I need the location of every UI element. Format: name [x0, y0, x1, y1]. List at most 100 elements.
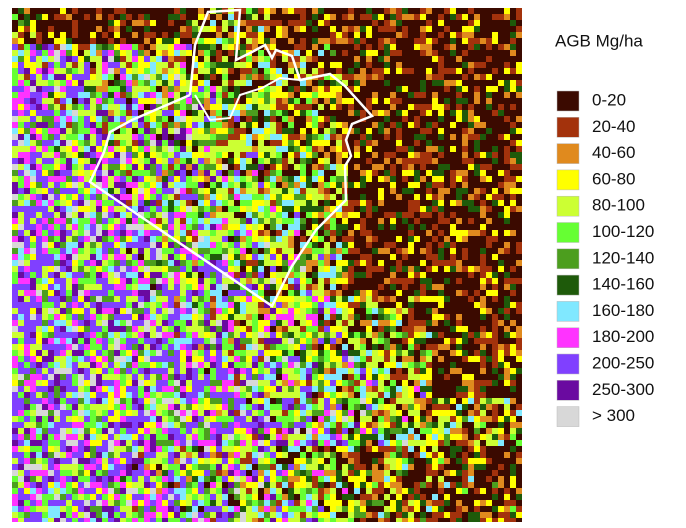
raster-cell — [222, 206, 228, 212]
raster-cell — [462, 134, 468, 140]
raster-cell — [366, 248, 372, 254]
raster-cell — [432, 188, 438, 194]
raster-cell — [264, 158, 270, 164]
raster-cell — [84, 20, 90, 26]
raster-cell — [420, 56, 426, 62]
raster-cell — [300, 26, 306, 32]
raster-cell — [150, 182, 156, 188]
raster-cell — [294, 26, 300, 32]
raster-cell — [282, 122, 288, 128]
raster-cell — [126, 296, 132, 302]
raster-cell — [300, 110, 306, 116]
raster-cell — [24, 74, 30, 80]
raster-cell — [462, 128, 468, 134]
raster-cell — [24, 296, 30, 302]
raster-cell — [168, 308, 174, 314]
raster-cell — [384, 182, 390, 188]
raster-cell — [288, 98, 294, 104]
raster-cell — [318, 38, 324, 44]
raster-cell — [480, 56, 486, 62]
raster-cell — [294, 98, 300, 104]
raster-cell — [120, 254, 126, 260]
raster-cell — [504, 290, 510, 296]
raster-cell — [246, 224, 252, 230]
raster-cell — [504, 320, 510, 326]
raster-cell — [138, 134, 144, 140]
raster-cell — [120, 260, 126, 266]
raster-cell — [510, 62, 516, 68]
raster-cell — [36, 50, 42, 56]
raster-cell — [372, 20, 378, 26]
raster-cell — [462, 230, 468, 236]
raster-cell — [66, 116, 72, 122]
raster-cell — [216, 176, 222, 182]
raster-cell — [420, 278, 426, 284]
raster-cell — [390, 254, 396, 260]
raster-cell — [288, 26, 294, 32]
raster-cell — [72, 212, 78, 218]
raster-cell — [336, 236, 342, 242]
raster-cell — [144, 74, 150, 80]
raster-cell — [516, 140, 522, 146]
raster-cell — [234, 164, 240, 170]
raster-cell — [234, 332, 240, 338]
raster-cell — [198, 296, 204, 302]
raster-cell — [492, 116, 498, 122]
raster-cell — [306, 224, 312, 230]
raster-cell — [42, 92, 48, 98]
raster-cell — [330, 98, 336, 104]
raster-cell — [288, 224, 294, 230]
raster-cell — [282, 98, 288, 104]
raster-cell — [96, 38, 102, 44]
raster-cell — [96, 194, 102, 200]
raster-cell — [402, 332, 408, 338]
raster-cell — [324, 302, 330, 308]
raster-cell — [360, 200, 366, 206]
raster-cell — [186, 104, 192, 110]
raster-cell — [396, 266, 402, 272]
raster-cell — [504, 248, 510, 254]
raster-cell — [498, 38, 504, 44]
raster-cell — [60, 122, 66, 128]
raster-cell — [120, 134, 126, 140]
raster-cell — [324, 272, 330, 278]
raster-cell — [90, 302, 96, 308]
raster-cell — [456, 80, 462, 86]
raster-cell — [336, 158, 342, 164]
raster-cell — [348, 320, 354, 326]
raster-cell — [432, 266, 438, 272]
raster-cell — [360, 260, 366, 266]
raster-cell — [468, 230, 474, 236]
raster-cell — [252, 20, 258, 26]
raster-cell — [210, 224, 216, 230]
raster-cell — [264, 236, 270, 242]
raster-cell — [240, 128, 246, 134]
raster-cell — [426, 272, 432, 278]
raster-cell — [516, 26, 522, 32]
raster-cell — [408, 74, 414, 80]
raster-cell — [432, 26, 438, 32]
raster-cell — [384, 206, 390, 212]
raster-cell — [210, 14, 216, 20]
raster-cell — [36, 86, 42, 92]
raster-cell — [426, 146, 432, 152]
raster-cell — [306, 32, 312, 38]
raster-cell — [426, 128, 432, 134]
raster-cell — [264, 14, 270, 20]
raster-cell — [348, 236, 354, 242]
raster-cell — [372, 26, 378, 32]
raster-cell — [42, 8, 48, 14]
raster-cell — [492, 140, 498, 146]
raster-cell — [444, 86, 450, 92]
raster-cell — [96, 308, 102, 314]
raster-cell — [318, 302, 324, 308]
raster-cell — [426, 86, 432, 92]
raster-cell — [444, 122, 450, 128]
raster-cell — [36, 38, 42, 44]
raster-cell — [150, 254, 156, 260]
raster-cell — [186, 50, 192, 56]
raster-cell — [90, 218, 96, 224]
raster-cell — [504, 242, 510, 248]
raster-cell — [330, 194, 336, 200]
raster-cell — [210, 194, 216, 200]
